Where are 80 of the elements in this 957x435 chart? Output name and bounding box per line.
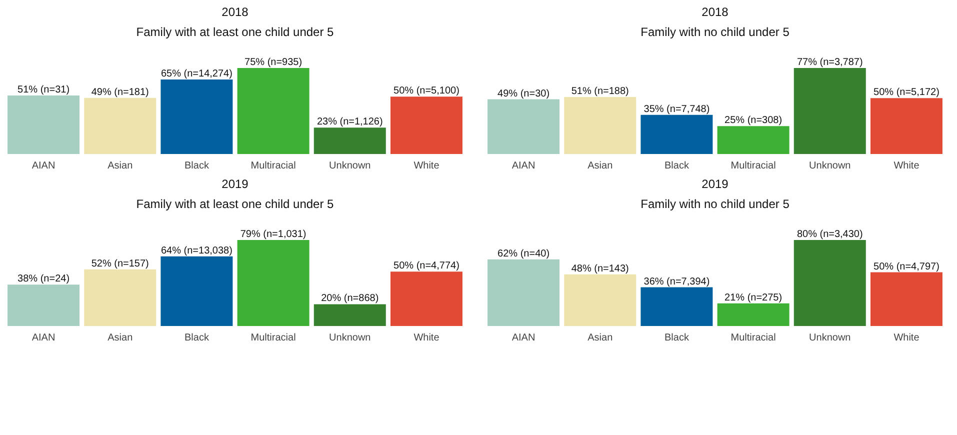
x-tick-label: Black [664, 332, 690, 344]
x-tick-label: AIAN [32, 332, 56, 344]
bar [237, 240, 310, 326]
x-tick-label: Unknown [329, 160, 371, 172]
bar [314, 304, 386, 326]
x-tick-label: Unknown [809, 160, 851, 172]
data-label: 50% (n=5,172) [874, 87, 940, 98]
x-tick-label: AIAN [32, 160, 56, 172]
bar [640, 114, 713, 154]
x-tick-label: Black [184, 332, 210, 344]
bar [794, 240, 866, 326]
bar [564, 97, 636, 154]
x-tick-label: Multiracial [730, 332, 776, 344]
x-tick-label: White [414, 160, 440, 172]
x-tick-label: Black [184, 160, 210, 172]
bar [564, 274, 636, 326]
x-tick-label: Multiracial [730, 160, 776, 172]
bar [160, 256, 233, 326]
data-label: 77% (n=3,787) [796, 57, 863, 68]
data-label: 35% (n=7,748) [644, 104, 710, 115]
bar [717, 303, 790, 326]
x-tick-label: Asian [588, 160, 613, 172]
data-label: 62% (n=40) [498, 248, 550, 260]
x-tick-label: White [414, 332, 440, 344]
data-label: 50% (n=4,797) [874, 261, 940, 272]
x-tick-label: Unknown [329, 332, 371, 344]
x-tick-label: Asian [108, 160, 133, 172]
data-label: 65% (n=14,274) [160, 68, 232, 80]
bar [84, 269, 156, 326]
bar [488, 259, 560, 326]
bar [390, 272, 462, 326]
data-label: 80% (n=3,430) [796, 229, 863, 240]
chart-subtitle: Family with at least one child under 5 [136, 197, 334, 211]
bar [237, 68, 310, 154]
data-label: 49% (n=181) [91, 86, 149, 98]
data-label: 50% (n=4,774) [394, 260, 460, 272]
data-label: 49% (n=30) [498, 88, 550, 100]
x-tick-label: Unknown [809, 332, 851, 344]
data-label: 38% (n=24) [18, 274, 70, 285]
data-label: 64% (n=13,038) [160, 245, 232, 256]
chart-subtitle: Family with no child under 5 [640, 25, 790, 39]
bar [8, 284, 80, 326]
x-tick-label: White [894, 160, 920, 172]
chart-title: 2018 [702, 5, 729, 19]
x-tick-label: AIAN [512, 332, 536, 344]
bar [488, 99, 560, 154]
data-label: 21% (n=275) [724, 292, 782, 304]
chart-subtitle: Family with at least one child under 5 [136, 25, 334, 39]
data-label: 79% (n=1,031) [240, 229, 306, 240]
bar [84, 98, 156, 154]
chart-title: 2019 [222, 177, 249, 191]
bar [160, 79, 233, 154]
bar [640, 287, 713, 326]
data-label: 48% (n=143) [571, 263, 629, 274]
x-tick-label: Multiracial [250, 160, 296, 172]
x-tick-label: Asian [108, 332, 133, 344]
chart-title: 2018 [222, 5, 249, 19]
data-label: 75% (n=935) [244, 57, 302, 68]
bar [717, 126, 790, 154]
data-label: 20% (n=868) [321, 293, 379, 304]
x-tick-label: Black [664, 160, 690, 172]
bar [870, 272, 942, 326]
data-label: 51% (n=31) [18, 84, 70, 96]
x-tick-label: Asian [588, 332, 613, 344]
data-label: 25% (n=308) [724, 115, 782, 126]
data-label: 51% (n=188) [571, 86, 629, 98]
data-label: 23% (n=1,126) [316, 116, 383, 128]
x-tick-label: White [894, 332, 920, 344]
bar [870, 98, 942, 154]
x-tick-label: AIAN [512, 160, 536, 172]
data-label: 52% (n=157) [91, 258, 149, 270]
bar [314, 128, 386, 154]
data-label: 50% (n=5,100) [394, 86, 460, 97]
bar [8, 96, 80, 154]
x-tick-label: Multiracial [250, 332, 296, 344]
bar [794, 68, 866, 154]
chart-title: 2019 [702, 177, 729, 191]
data-label: 36% (n=7,394) [644, 276, 710, 288]
chart-subtitle: Family with no child under 5 [640, 197, 790, 211]
bar [390, 96, 462, 154]
